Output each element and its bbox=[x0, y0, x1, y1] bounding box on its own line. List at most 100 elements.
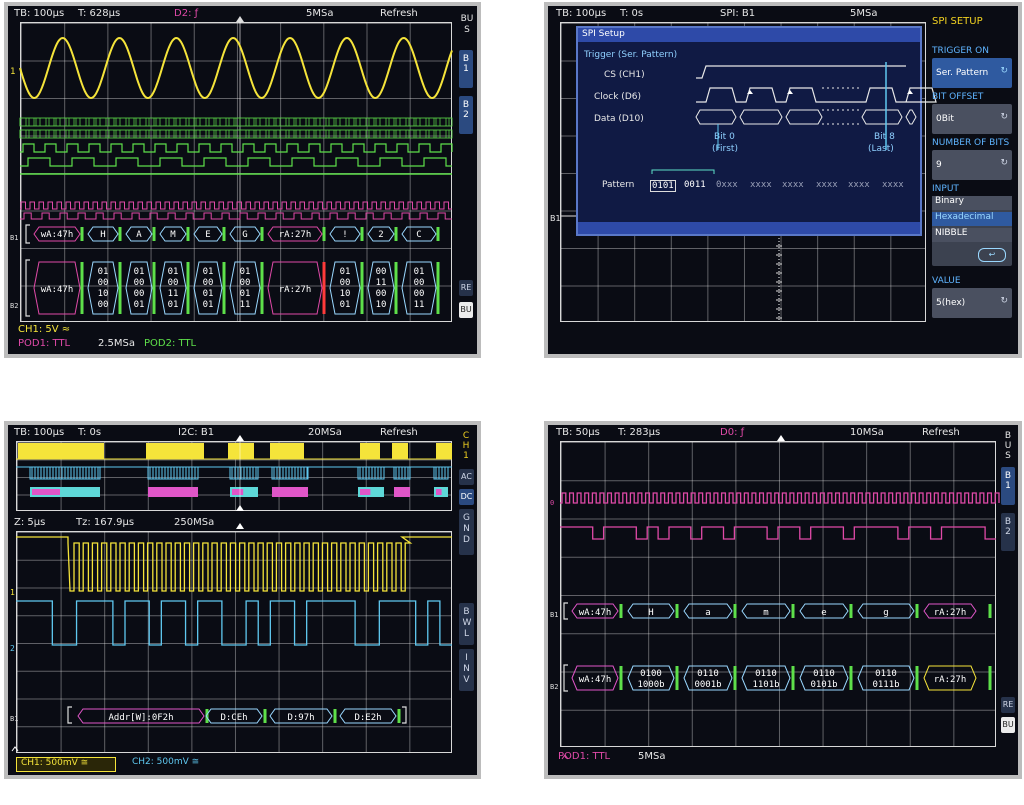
ack-marker bbox=[436, 262, 440, 314]
bus-b1-button[interactable]: B1 bbox=[1001, 467, 1015, 505]
ch2-scale-box[interactable]: CH2: 500mV ≅ bbox=[128, 757, 228, 770]
pattern-group[interactable]: 0011 bbox=[684, 180, 706, 190]
overview-ch1-burst bbox=[392, 443, 408, 459]
waveform-grid[interactable] bbox=[20, 22, 452, 322]
bit8-label: Bit 8 bbox=[874, 132, 895, 142]
frame-start-bracket bbox=[563, 602, 568, 620]
trigger-source-label[interactable]: D0: ƒ bbox=[720, 427, 745, 438]
zoom-time-label[interactable]: Tz: 167.9µs bbox=[76, 517, 135, 528]
timebase-label[interactable]: TB: 100µs bbox=[556, 8, 607, 19]
ack-marker bbox=[675, 604, 679, 618]
number-of-bits-value: 9 bbox=[936, 160, 942, 170]
trigger-source-label[interactable]: D2: ƒ bbox=[174, 8, 199, 19]
ch1-scale-label[interactable]: CH1: 5V ≈ bbox=[18, 324, 71, 335]
trigger-time-label[interactable]: T: 0s bbox=[78, 427, 102, 438]
acquire-mode-label[interactable]: Refresh bbox=[380, 8, 418, 19]
decoded-binary-line: 01 bbox=[414, 267, 425, 277]
binary-frame bbox=[857, 665, 915, 691]
ack-marker bbox=[333, 709, 337, 723]
pattern-group[interactable]: xxxx bbox=[816, 180, 838, 190]
bus-b1-label: B1 bbox=[1004, 471, 1012, 491]
trigger-time-label[interactable]: T: 283µs bbox=[618, 427, 661, 438]
trigger-on-select[interactable]: Ser. Pattern ↻ bbox=[932, 58, 1012, 88]
data-bit-cell bbox=[695, 109, 737, 125]
pattern-group[interactable]: xxxx bbox=[782, 180, 804, 190]
trigger-position-marker bbox=[777, 435, 785, 441]
number-of-bits-field[interactable]: 9 ↻ bbox=[932, 150, 1012, 180]
bit-offset-field[interactable]: 0Bit ↻ bbox=[932, 104, 1012, 134]
ack-marker bbox=[619, 666, 623, 690]
waveform-display bbox=[560, 215, 782, 322]
data-frame bbox=[269, 708, 333, 724]
decoded-binary-line: 0001b bbox=[694, 680, 721, 690]
ack-marker bbox=[988, 666, 992, 690]
digital-trace-d3 bbox=[20, 157, 452, 167]
address-frame bbox=[571, 603, 619, 619]
status-bar: TB: 100µs T: 628µs D2: ƒ 5MSa Refresh bbox=[8, 6, 477, 22]
sample-rate-label: 5MSa bbox=[306, 8, 334, 19]
trigger-time-label[interactable]: T: 628µs bbox=[78, 8, 121, 19]
ch1-scl-trace bbox=[16, 536, 452, 592]
overview-ch1-burst bbox=[18, 443, 104, 459]
status-bar: TB: 100µs T: 0s SPI: B1 5MSa bbox=[548, 6, 1018, 22]
pattern-group[interactable]: 0xxx bbox=[716, 180, 738, 190]
overview-ch1-burst bbox=[270, 443, 304, 459]
bit0-sub-label: (First) bbox=[712, 144, 738, 154]
bwl-button[interactable]: BWL bbox=[459, 603, 474, 645]
bus-b1-button[interactable]: B1 bbox=[459, 50, 473, 88]
input-format-selector[interactable]: Binary Hexadecimal NIBBLE ↩ bbox=[932, 196, 1012, 266]
timebase-label[interactable]: TB: 50µs bbox=[556, 427, 600, 438]
decoded-binary-line: 11 bbox=[414, 300, 425, 310]
input-option-binary[interactable]: Binary bbox=[932, 196, 1012, 210]
ack-marker bbox=[222, 262, 226, 314]
pattern-group[interactable]: xxxx bbox=[882, 180, 904, 190]
data-frame bbox=[741, 603, 791, 619]
binary-frame bbox=[367, 261, 395, 315]
trigger-source-label[interactable]: I2C: B1 bbox=[178, 427, 215, 438]
input-option-hexadecimal[interactable]: Hexadecimal bbox=[932, 212, 1012, 226]
dc-coupling-button[interactable]: DC bbox=[459, 489, 474, 505]
pattern-editor[interactable]: 0101 0011 0xxx xxxx xxxx xxxx xxxx xxxx bbox=[650, 180, 918, 194]
bus-b2-button[interactable]: B2 bbox=[1001, 513, 1015, 551]
status-bar: TB: 50µs T: 283µs D0: ƒ 10MSa Refresh bbox=[548, 425, 1018, 441]
decoded-i2c-text: Addr[W]:0F2h bbox=[108, 713, 173, 723]
ch1-scale-box[interactable]: CH1: 500mV ≅ bbox=[16, 757, 116, 772]
data-frame bbox=[329, 226, 361, 242]
trigger-source-label[interactable]: SPI: B1 bbox=[720, 8, 756, 19]
rotate-knob-icon: ↻ bbox=[1000, 296, 1008, 306]
pod-data-trace bbox=[560, 526, 996, 540]
pattern-group[interactable]: 0101 bbox=[650, 180, 676, 192]
timebase-label[interactable]: TB: 100µs bbox=[14, 427, 65, 438]
value-field[interactable]: 5(hex) ↻ bbox=[932, 288, 1012, 318]
decoded-binary-line: 00 bbox=[414, 289, 425, 299]
gnd-button[interactable]: GND bbox=[459, 509, 474, 555]
zoom-grid[interactable] bbox=[16, 531, 452, 753]
enter-icon[interactable]: ↩ bbox=[978, 248, 1006, 262]
bu-button[interactable]: BU bbox=[1001, 717, 1015, 733]
timebase-label[interactable]: TB: 100µs bbox=[14, 8, 65, 19]
pattern-group[interactable]: xxxx bbox=[750, 180, 772, 190]
pattern-group[interactable]: xxxx bbox=[848, 180, 870, 190]
bus-b2-button[interactable]: B2 bbox=[459, 96, 473, 134]
data-frame bbox=[683, 603, 733, 619]
trigger-time-label[interactable]: T: 0s bbox=[620, 8, 644, 19]
pod1-label[interactable]: POD1: TTL bbox=[18, 338, 71, 349]
acquire-mode-label[interactable]: Refresh bbox=[922, 427, 960, 438]
ack-marker bbox=[322, 262, 326, 314]
re-button[interactable]: RE bbox=[1001, 697, 1015, 713]
pod1-label[interactable]: POD1: TTL bbox=[558, 751, 611, 762]
inv-button[interactable]: INV bbox=[459, 649, 474, 691]
re-button[interactable]: RE bbox=[459, 280, 473, 296]
acquire-mode-label[interactable]: Refresh bbox=[380, 427, 418, 438]
bu-button[interactable]: BU bbox=[459, 302, 473, 318]
decoded-binary-line: 01 bbox=[240, 289, 251, 299]
pod2-label[interactable]: POD2: TTL bbox=[144, 338, 197, 349]
decoded-ascii-text: H bbox=[100, 230, 105, 240]
ac-coupling-button[interactable]: AC bbox=[459, 469, 474, 485]
input-option-nibble[interactable]: NIBBLE bbox=[932, 228, 1012, 242]
clock-edge-arrow bbox=[747, 90, 753, 94]
zoom-timebase-label[interactable]: Z: 5µs bbox=[14, 517, 46, 528]
bit-offset-label: BIT OFFSET bbox=[932, 92, 984, 102]
waveform-display: 1 2 B1 Addr[W]:0F2h D:CEh D:97h D:E2h bbox=[10, 435, 452, 752]
decoded-ascii-text: E bbox=[205, 230, 210, 240]
